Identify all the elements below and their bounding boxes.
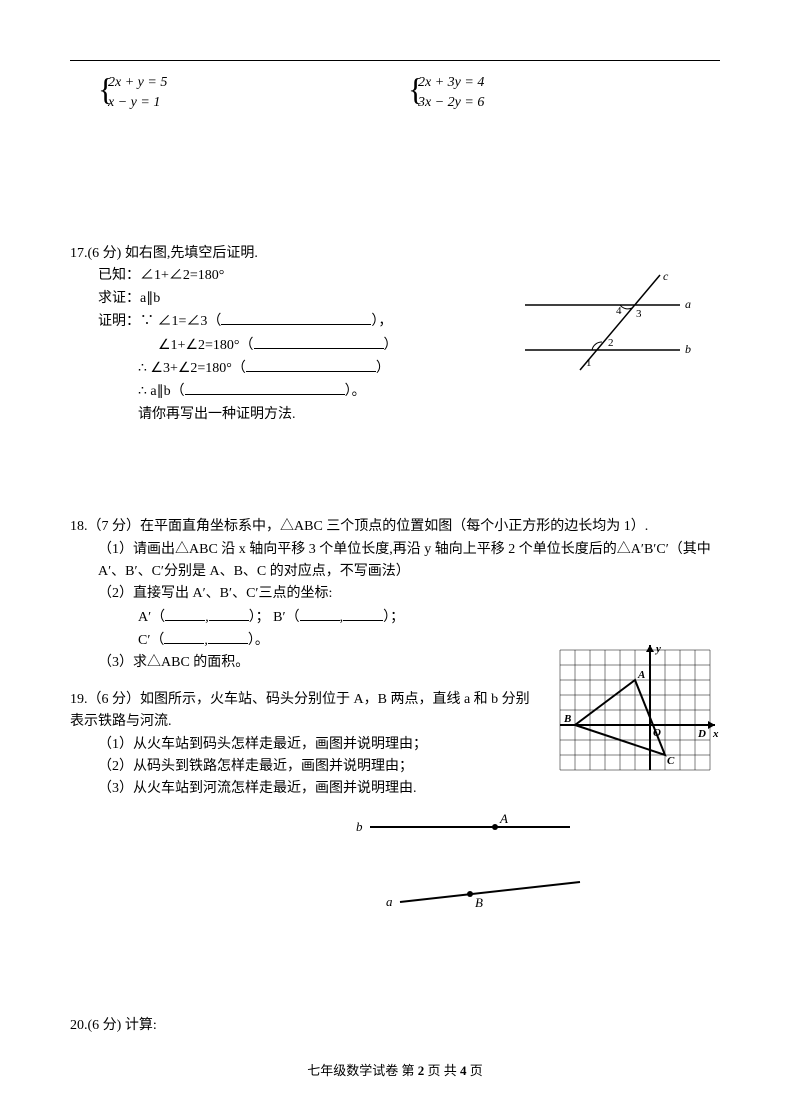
equation-systems: { 2x + y = 5 x − y = 1 { 2x + 3y = 4 3x …: [98, 73, 720, 113]
brace-icon: {: [408, 73, 423, 105]
blank: [208, 629, 248, 644]
blank: [185, 380, 345, 395]
blank: [343, 606, 383, 621]
eq2-line1: 2x + 3y = 4: [418, 73, 484, 93]
eq1-line2: x − y = 1: [108, 93, 408, 113]
figure-17: a b c 1 2 3 4: [520, 270, 700, 380]
svg-text:x: x: [712, 728, 719, 740]
q18-p2: （2）直接写出 A′、B′、C′三点的坐标:: [98, 583, 720, 605]
q19-p3: （3）从火车站到河流怎样走最近，画图并说明理由.: [98, 778, 720, 800]
eq2-line2: 3x − 2y = 6: [418, 93, 484, 113]
figure-19: A b B a: [350, 807, 720, 925]
svg-text:2: 2: [608, 337, 614, 349]
svg-text:a: a: [685, 297, 691, 311]
svg-text:b: b: [685, 342, 691, 356]
eq-system-2: { 2x + 3y = 4 3x − 2y = 6: [408, 73, 484, 113]
q17-last: 请你再写出一种证明方法.: [138, 404, 720, 426]
svg-text:A: A: [637, 669, 645, 681]
eq-system-1: { 2x + y = 5 x − y = 1: [98, 73, 408, 113]
question-20: 20.(6 分) 计算:: [70, 1015, 720, 1037]
svg-text:y: y: [654, 643, 661, 655]
svg-text:C: C: [667, 755, 675, 767]
figure-18: A B C O D x y: [550, 640, 720, 780]
svg-text:O: O: [653, 727, 661, 739]
svg-text:b: b: [356, 819, 363, 834]
q18-coords-1: A′（,）； B′（,）；: [138, 606, 720, 629]
svg-text:B: B: [563, 713, 571, 725]
svg-text:D: D: [697, 728, 706, 740]
blank: [164, 629, 204, 644]
blank: [221, 310, 371, 325]
blank: [300, 606, 340, 621]
svg-text:a: a: [386, 894, 393, 909]
svg-text:c: c: [663, 270, 669, 283]
q17-head: 17.(6 分) 如右图,先填空后证明.: [70, 243, 720, 265]
brace-icon: {: [98, 73, 113, 105]
svg-text:B: B: [475, 895, 483, 910]
svg-text:3: 3: [636, 308, 642, 320]
eq1-line1: 2x + y = 5: [108, 73, 408, 93]
blank: [209, 606, 249, 621]
q20-head: 20.(6 分) 计算:: [70, 1015, 720, 1037]
q18-p1: （1）请画出△ABC 沿 x 轴向平移 3 个单位长度,再沿 y 轴向上平移 2…: [98, 539, 718, 584]
svg-text:A: A: [499, 811, 508, 826]
blank: [165, 606, 205, 621]
q19-head: 19.（6 分）如图所示，火车站、码头分别位于 A，B 两点，直线 a 和 b …: [70, 689, 530, 734]
q17-proof-l4: ∴ a∥b（）。: [138, 380, 720, 403]
q18-head: 18.（7 分）在平面直角坐标系中，△ABC 三个顶点的位置如图（每个小正方形的…: [70, 516, 710, 538]
page-footer: 七年级数学试卷 第 2 页 共 4 页: [0, 1061, 790, 1082]
blank: [246, 357, 376, 372]
top-rule: [70, 60, 720, 61]
blank: [254, 334, 384, 349]
svg-text:1: 1: [586, 357, 592, 369]
